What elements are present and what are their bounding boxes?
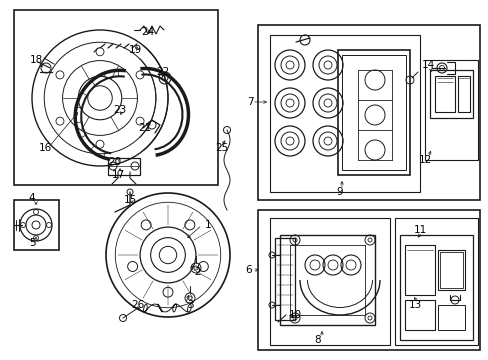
Text: 24: 24 [141, 27, 154, 37]
Text: 13: 13 [407, 300, 421, 310]
Text: 14: 14 [421, 60, 434, 70]
Bar [429, 70, 472, 118]
Text: 21: 21 [138, 123, 151, 133]
Text: 4: 4 [29, 193, 35, 203]
Text: 26: 26 [131, 300, 144, 310]
Text: 25: 25 [215, 143, 228, 153]
Bar [399, 235, 472, 340]
Bar [341, 55, 405, 170]
Text: 2: 2 [194, 267, 201, 277]
Text: 6: 6 [245, 265, 252, 275]
Text: 22: 22 [156, 67, 169, 77]
Bar [269, 218, 389, 345]
Text: 5: 5 [29, 238, 35, 248]
Text: 3: 3 [186, 300, 193, 310]
Text: 11: 11 [412, 225, 426, 235]
Bar [14, 200, 59, 250]
Bar [14, 10, 218, 185]
Text: 1: 1 [204, 220, 211, 230]
Bar [108, 158, 140, 175]
Bar [437, 250, 464, 290]
Text: 10: 10 [288, 310, 301, 320]
Text: 9: 9 [336, 187, 343, 197]
Text: 8: 8 [314, 335, 321, 345]
Bar [337, 50, 409, 175]
Bar [424, 60, 477, 160]
Bar [437, 305, 464, 330]
Text: 12: 12 [418, 155, 431, 165]
Text: 15: 15 [123, 195, 136, 205]
Text: 17: 17 [111, 170, 124, 180]
Bar [439, 252, 462, 288]
Text: 19: 19 [128, 45, 142, 55]
Bar [258, 210, 479, 350]
Text: 20: 20 [108, 157, 122, 167]
Bar [280, 235, 374, 325]
Bar [457, 76, 469, 112]
Bar [404, 245, 434, 295]
Bar [274, 238, 294, 320]
Text: 23: 23 [113, 105, 126, 115]
Bar [434, 76, 454, 112]
Bar [258, 25, 479, 200]
Text: 18: 18 [29, 55, 42, 65]
Text: 16: 16 [38, 143, 52, 153]
Bar [394, 218, 477, 345]
Text: 7: 7 [246, 97, 253, 107]
Bar [404, 300, 434, 330]
Bar [269, 35, 419, 192]
